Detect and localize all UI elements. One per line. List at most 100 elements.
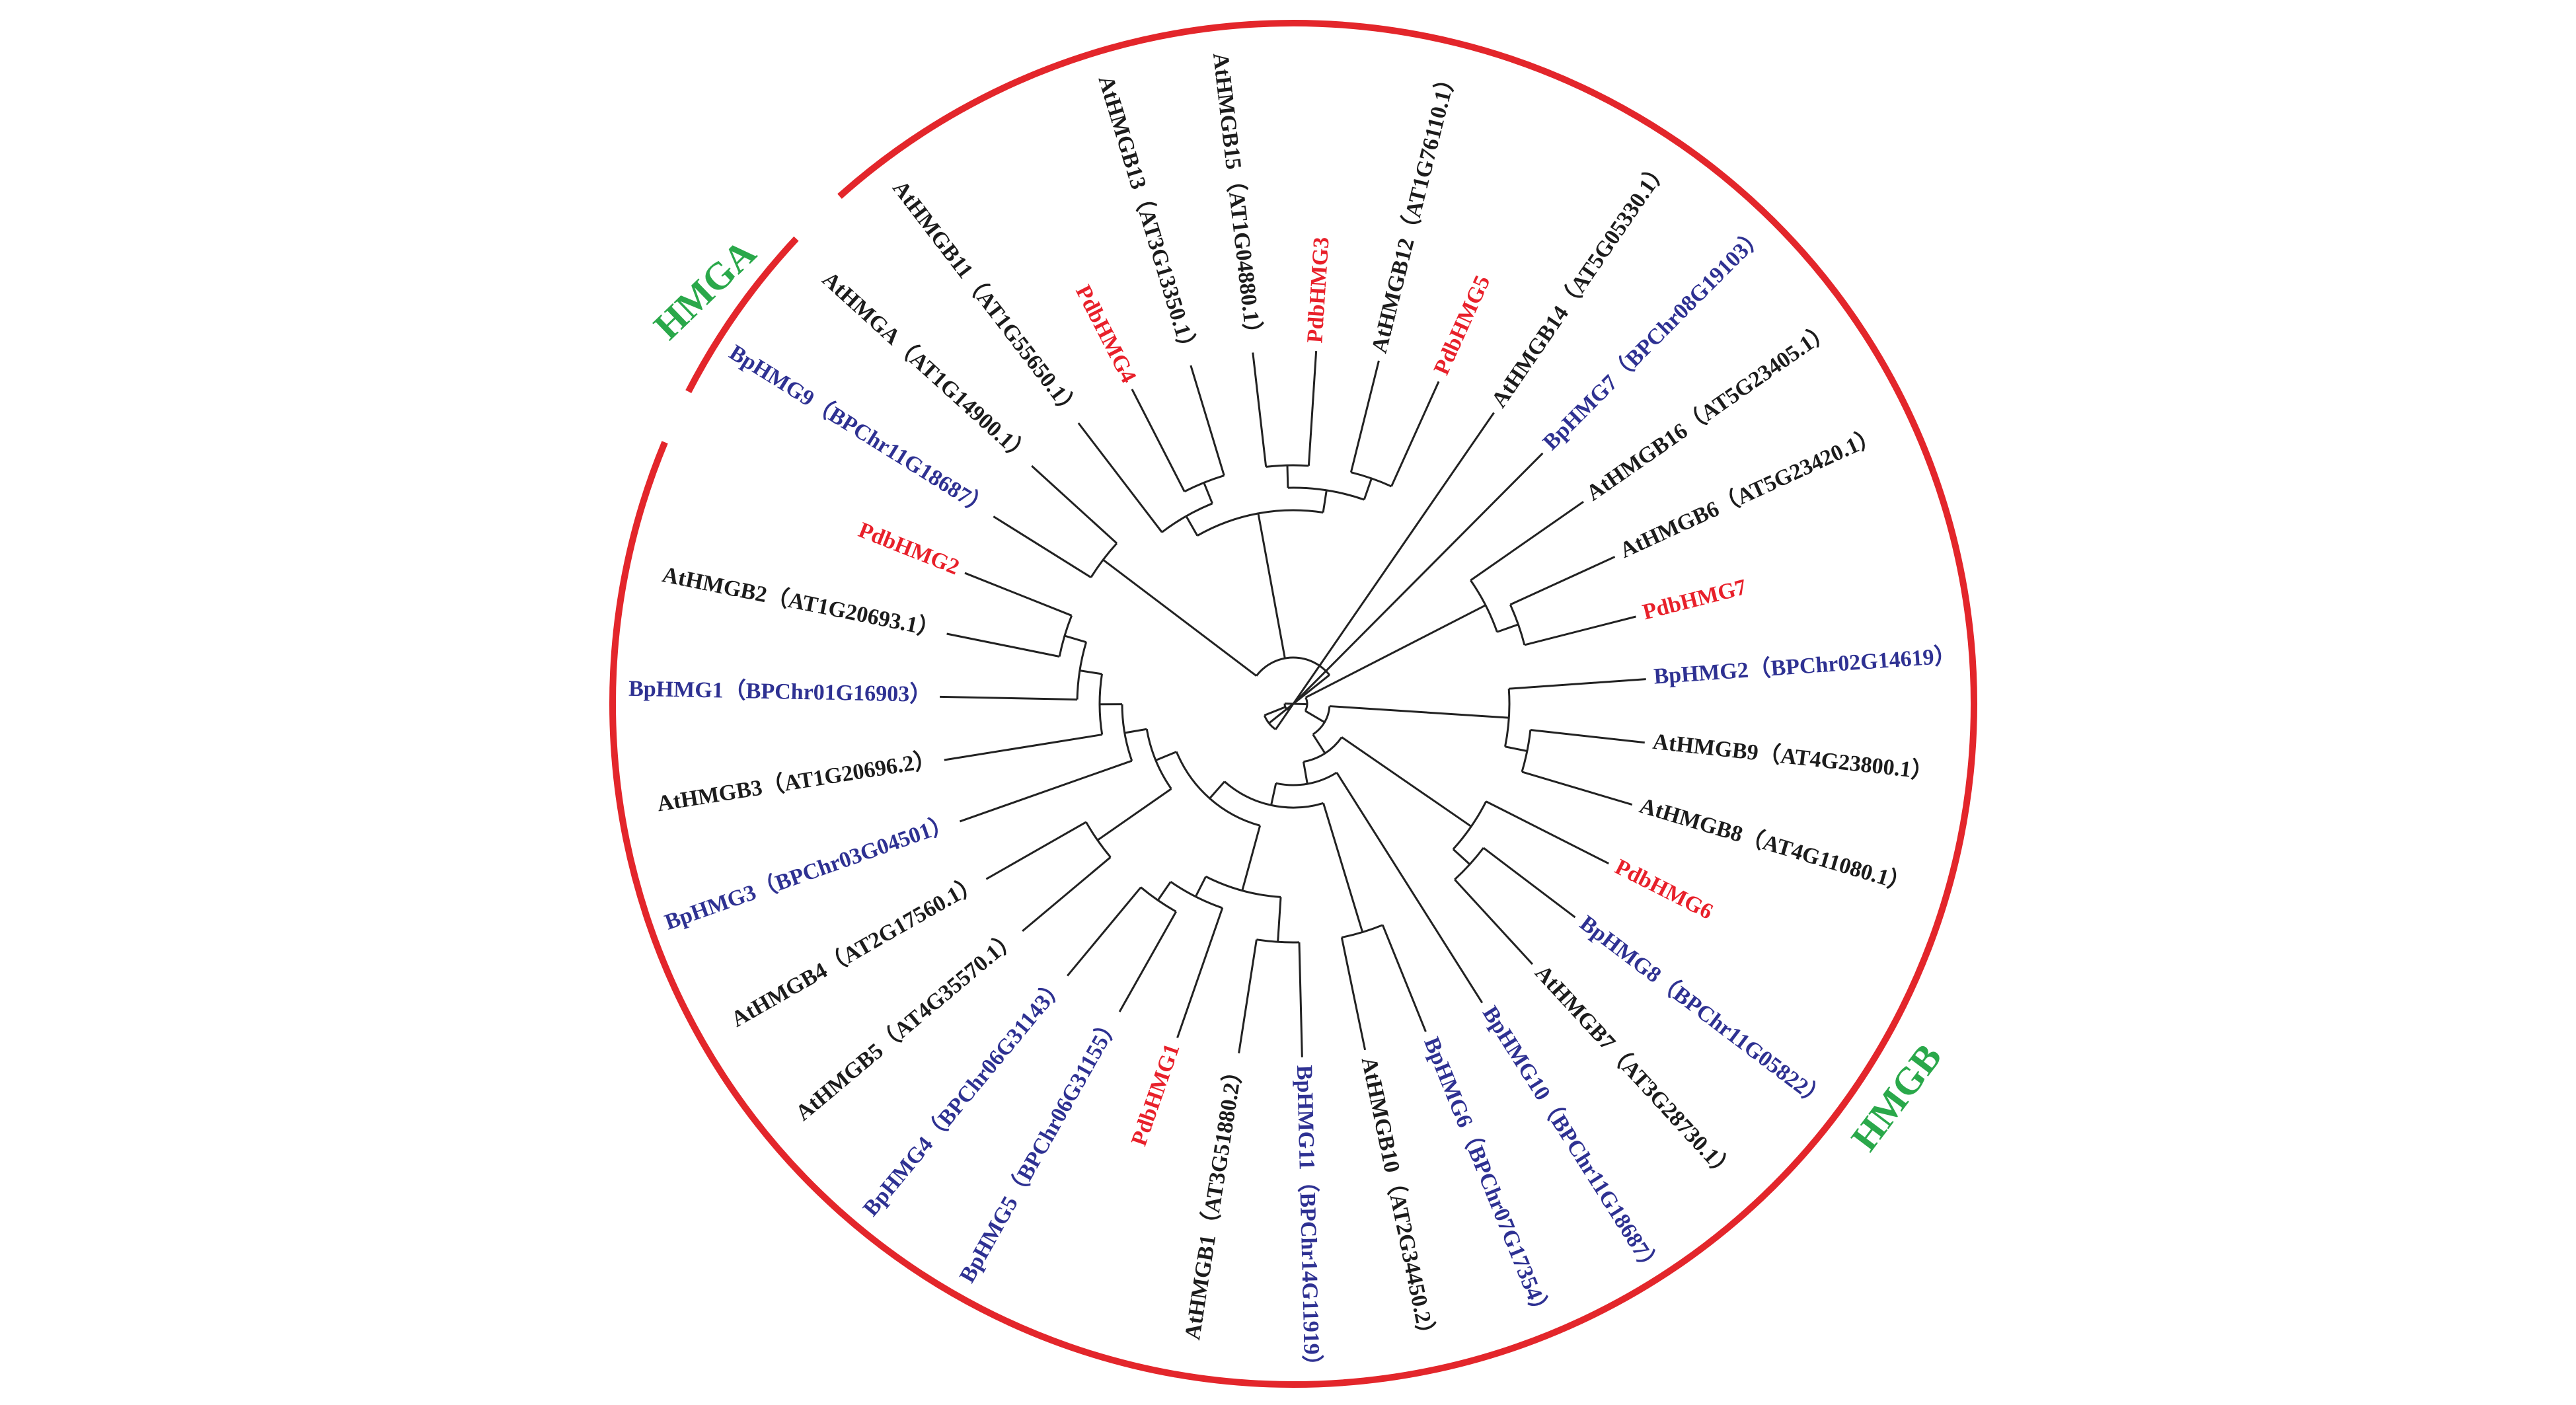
branch-line — [1322, 490, 1328, 513]
branch-line — [1156, 881, 1172, 901]
branch-arc — [1161, 502, 1213, 533]
leaf-label-athmgb8: AtHMGB8（AT4G11080.1） — [1637, 792, 1914, 897]
branch-arc — [1085, 821, 1112, 858]
branch-line — [1509, 678, 1646, 690]
leaf-label-athmgb11: AtHMGB11（AT1G55650.1） — [888, 175, 1086, 423]
leaf-label-bphmg2: BpHMG2（BPChr02G14619） — [1653, 642, 1957, 689]
branch-line — [1509, 556, 1616, 606]
branch-line — [1203, 482, 1213, 504]
leaf-label-pdbhmg2: PdbHMG2 — [855, 518, 963, 580]
branch-arc — [1170, 881, 1223, 909]
branch-line — [940, 695, 1078, 701]
branch-arc — [1266, 464, 1309, 468]
branch-line — [1079, 669, 1102, 675]
branch-line — [1336, 772, 1484, 1004]
branch-line — [1298, 942, 1303, 1057]
branch-arc — [1184, 475, 1225, 493]
branch-line — [1241, 825, 1262, 892]
branch-arc — [1521, 730, 1532, 773]
branch-line — [1524, 615, 1636, 646]
leaf-label-pdbhmg7: PdbHMG7 — [1640, 575, 1749, 625]
branch-line — [959, 759, 1133, 823]
tree-branches — [940, 351, 1646, 1057]
branch-arc — [1341, 924, 1383, 938]
branch-line — [1270, 782, 1277, 806]
branch-line — [1124, 728, 1147, 734]
leaf-label-bphmg5: BpHMG5（BPChr06G31155） — [954, 1011, 1125, 1287]
branch-line — [964, 572, 1073, 617]
branch-arc — [1504, 689, 1511, 747]
leaf-label-athmgb7: AtHMGB7（AT3G28730.1） — [1530, 960, 1740, 1185]
branch-arc — [1076, 642, 1088, 700]
branch-line — [1102, 558, 1258, 677]
branch-line — [1209, 780, 1226, 800]
branch-line — [1257, 513, 1286, 659]
branch-line — [993, 515, 1092, 578]
branch-arc — [1275, 771, 1338, 786]
branch-line — [1286, 465, 1289, 488]
leaf-labels: BpHMG9（BPChr11G18687）AtHMGA（AT1G14900.1）… — [628, 52, 1957, 1378]
leaf-label-athmgb15: AtHMGB15（AT1G04880.1） — [1208, 52, 1268, 346]
branch-line — [1486, 800, 1609, 865]
leaf-label-athmgb3: AtHMGB3（AT1G20696.2） — [655, 746, 938, 816]
branch-line — [1264, 706, 1286, 716]
branch-arc — [1197, 509, 1324, 537]
branch-arc — [1145, 728, 1172, 790]
branch-arc — [1256, 938, 1300, 944]
branch-line — [1252, 352, 1268, 467]
branch-arc — [1121, 704, 1133, 761]
branch-line — [1067, 886, 1142, 977]
branch-line — [1155, 751, 1177, 761]
branch-line — [1329, 705, 1509, 719]
branch-arc — [1058, 615, 1073, 657]
branch-line — [1530, 729, 1645, 744]
branch-line — [1118, 911, 1177, 1012]
branch-line — [1390, 381, 1440, 487]
leaf-label-athmgb14: AtHMGB14（AT5G05330.1） — [1486, 156, 1673, 412]
leaf-label-pdbhmg5: PdbHMG5 — [1429, 272, 1496, 379]
leaf-label-athmgb10: AtHMGB10（AT2G34450.2） — [1357, 1055, 1441, 1348]
branch-line — [1238, 939, 1258, 1053]
branch-line — [1031, 465, 1118, 545]
branch-line — [1064, 634, 1087, 644]
leaf-label-bphmg1: BpHMG1（BPChr01G16903） — [628, 675, 932, 707]
branch-line — [1482, 847, 1576, 919]
branch-line — [985, 821, 1087, 880]
branch-line — [944, 734, 1102, 761]
leaf-label-pdbhmg4: PdbHMG4 — [1071, 282, 1141, 387]
branch-line — [1022, 856, 1112, 932]
leaf-label-bphmg4: BpHMG4（BPChr06G31143） — [858, 972, 1071, 1221]
branch-line — [1305, 710, 1326, 724]
branch-arc — [1454, 847, 1484, 880]
branch-line — [1452, 848, 1471, 866]
branch-line — [1340, 937, 1367, 1051]
group-arcs — [609, 20, 1977, 1388]
branch-line — [1176, 907, 1224, 1038]
branch-line — [1185, 515, 1199, 537]
branch-arc — [1098, 673, 1104, 735]
leaf-label-pdbhmg3: PdbHMG3 — [1303, 237, 1334, 344]
leaf-label-athmgb12: AtHMGB12（AT1G76110.1） — [1366, 65, 1462, 356]
branch-arc — [1287, 486, 1365, 501]
leaf-label-pdbhmg6: PdbHMG6 — [1611, 854, 1717, 925]
leaf-label-bphmg8: BpHMG8（BPChr11G05822） — [1575, 910, 1831, 1113]
branch-arc — [1224, 780, 1324, 809]
branch-arc — [1312, 706, 1331, 736]
leaf-label-bphmg11: BpHMG11（BPChr14G11919） — [1292, 1065, 1326, 1377]
branch-line — [1363, 478, 1373, 500]
branch-arc — [1452, 801, 1488, 851]
branch-arc — [1140, 886, 1177, 913]
leaf-label-bphmg7: BpHMG7（BPChr08G19103） — [1537, 221, 1769, 455]
branch-line — [1349, 360, 1380, 473]
branch-arc — [1205, 876, 1281, 898]
hmga-group-label: HMGA — [646, 231, 765, 348]
branch-line — [1496, 623, 1519, 633]
leaf-label-athmgb9: AtHMGB9（AT4G23800.1） — [1651, 728, 1935, 785]
branch-line — [1312, 734, 1326, 754]
branch-line — [946, 632, 1060, 658]
branch-line — [1305, 604, 1486, 699]
branch-line — [1286, 452, 1544, 711]
branch-arc — [1470, 580, 1498, 632]
branch-line — [1096, 788, 1172, 841]
